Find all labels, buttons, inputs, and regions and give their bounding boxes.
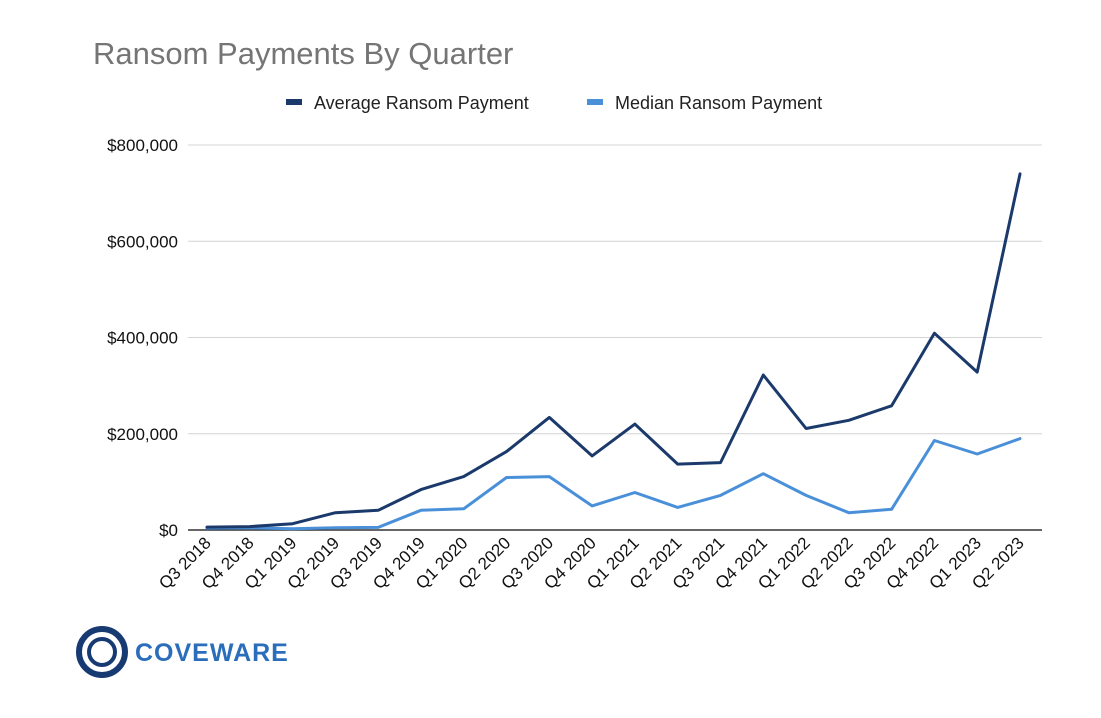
coveware-logo: COVEWARE (76, 626, 289, 678)
y-tick-label: $600,000 (107, 232, 178, 251)
y-tick-label: $0 (159, 521, 178, 540)
legend-label-median: Median Ransom Payment (615, 93, 822, 113)
y-tick-label: $400,000 (107, 329, 178, 348)
logo-text: COVEWARE (135, 639, 289, 667)
series-lines (205, 172, 1022, 531)
legend-swatch-average (286, 99, 302, 105)
legend-label-average: Average Ransom Payment (314, 93, 529, 113)
legend-swatch-median (587, 99, 603, 105)
series-line-average (205, 172, 1022, 529)
legend: Average Ransom Payment Median Ransom Pay… (286, 93, 822, 113)
chart-title: Ransom Payments By Quarter (93, 36, 513, 71)
logo-ring-outer (76, 626, 128, 678)
y-axis: $800,000 $600,000 $400,000 $200,000 $0 (107, 136, 178, 540)
grid (188, 144, 1042, 531)
y-tick-label: $800,000 (107, 136, 178, 155)
series-line-median (205, 437, 1022, 531)
y-tick-label: $200,000 (107, 425, 178, 444)
logo-ring-inner (87, 637, 117, 667)
